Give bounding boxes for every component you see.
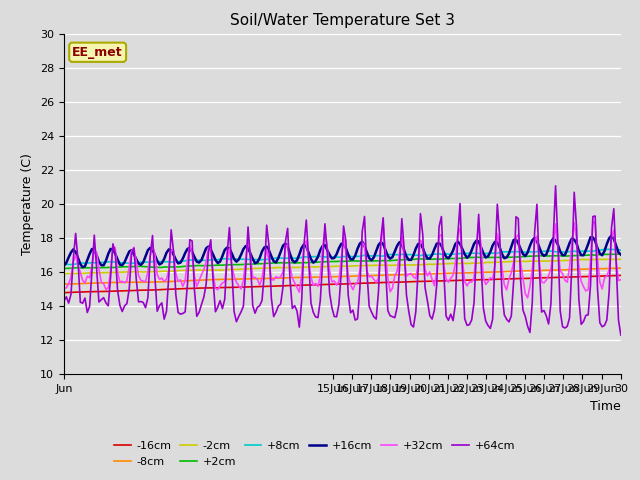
Line: -2cm: -2cm bbox=[64, 259, 621, 274]
+8cm bbox=[151, 258, 159, 264]
X-axis label: Time: Time bbox=[590, 400, 621, 413]
+16cm bbox=[60, 263, 68, 269]
Line: +64cm: +64cm bbox=[64, 186, 621, 335]
-16cm bbox=[577, 274, 585, 279]
+8cm bbox=[86, 260, 93, 266]
-8cm bbox=[83, 280, 91, 286]
Line: +16cm: +16cm bbox=[64, 236, 621, 267]
+16cm bbox=[431, 246, 438, 252]
+16cm bbox=[607, 233, 615, 239]
Line: -16cm: -16cm bbox=[64, 276, 621, 293]
-2cm bbox=[83, 270, 91, 276]
-2cm bbox=[249, 266, 257, 272]
+8cm bbox=[70, 262, 77, 267]
-8cm bbox=[617, 265, 625, 271]
-2cm bbox=[148, 269, 156, 275]
+16cm bbox=[251, 260, 259, 266]
+32cm bbox=[83, 273, 91, 279]
-8cm bbox=[148, 279, 156, 285]
+8cm bbox=[431, 251, 438, 257]
+32cm bbox=[60, 286, 68, 291]
+8cm bbox=[251, 257, 259, 263]
+64cm bbox=[249, 302, 257, 308]
Title: Soil/Water Temperature Set 3: Soil/Water Temperature Set 3 bbox=[230, 13, 455, 28]
-2cm bbox=[617, 256, 625, 262]
-16cm bbox=[148, 287, 156, 293]
+16cm bbox=[100, 263, 108, 268]
+32cm bbox=[617, 277, 625, 283]
+32cm bbox=[580, 284, 588, 289]
+16cm bbox=[617, 252, 625, 257]
-2cm bbox=[577, 257, 585, 263]
+64cm bbox=[617, 332, 625, 338]
+8cm bbox=[60, 262, 68, 267]
+32cm bbox=[148, 243, 156, 249]
-2cm bbox=[97, 270, 105, 276]
-8cm bbox=[97, 280, 105, 286]
Legend: -16cm, -8cm, -2cm, +2cm, +8cm, +16cm, +32cm, +64cm: -16cm, -8cm, -2cm, +2cm, +8cm, +16cm, +3… bbox=[109, 437, 520, 471]
Line: +8cm: +8cm bbox=[64, 249, 621, 264]
+2cm bbox=[97, 265, 105, 271]
+2cm bbox=[83, 265, 91, 271]
+8cm bbox=[100, 260, 108, 265]
-16cm bbox=[97, 288, 105, 294]
+8cm bbox=[580, 248, 588, 254]
+64cm bbox=[580, 319, 588, 324]
+2cm bbox=[249, 261, 257, 267]
+2cm bbox=[60, 265, 68, 271]
+2cm bbox=[577, 252, 585, 258]
Y-axis label: Temperature (C): Temperature (C) bbox=[22, 153, 35, 255]
-2cm bbox=[428, 262, 436, 267]
+64cm bbox=[552, 183, 559, 189]
Line: +2cm: +2cm bbox=[64, 254, 621, 268]
-8cm bbox=[249, 276, 257, 282]
Line: -8cm: -8cm bbox=[64, 268, 621, 284]
Line: +32cm: +32cm bbox=[64, 221, 621, 298]
+32cm bbox=[428, 276, 436, 282]
+8cm bbox=[607, 246, 615, 252]
+2cm bbox=[617, 251, 625, 257]
+64cm bbox=[60, 298, 68, 304]
-2cm bbox=[60, 271, 68, 276]
+32cm bbox=[249, 275, 257, 280]
+64cm bbox=[428, 316, 436, 322]
-16cm bbox=[428, 278, 436, 284]
+16cm bbox=[86, 251, 93, 257]
-16cm bbox=[83, 289, 91, 295]
-16cm bbox=[617, 273, 625, 278]
+32cm bbox=[524, 295, 531, 300]
+16cm bbox=[79, 264, 86, 270]
+32cm bbox=[589, 218, 596, 224]
+2cm bbox=[428, 256, 436, 262]
-8cm bbox=[577, 266, 585, 272]
+32cm bbox=[97, 279, 105, 285]
+16cm bbox=[151, 252, 159, 258]
+64cm bbox=[148, 233, 156, 239]
-16cm bbox=[60, 290, 68, 296]
-8cm bbox=[60, 281, 68, 287]
-16cm bbox=[249, 284, 257, 289]
+2cm bbox=[148, 264, 156, 270]
-8cm bbox=[428, 271, 436, 276]
+64cm bbox=[97, 297, 105, 302]
+16cm bbox=[580, 252, 588, 258]
+8cm bbox=[617, 247, 625, 253]
Text: EE_met: EE_met bbox=[72, 46, 123, 59]
+64cm bbox=[83, 310, 91, 315]
